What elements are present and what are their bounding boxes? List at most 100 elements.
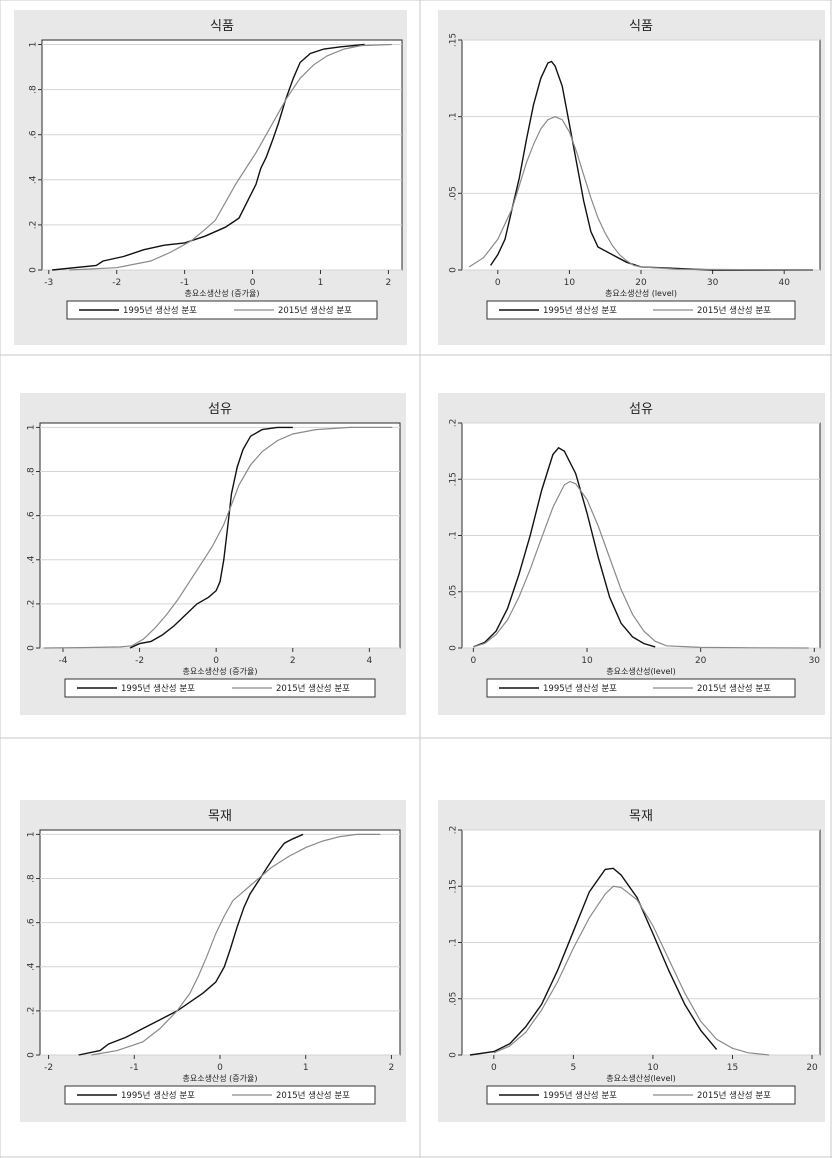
y-tick-label: .05 [449, 992, 459, 1006]
y-tick-label: .2 [27, 600, 37, 609]
x-tick-label: -1 [180, 278, 189, 288]
chart-title: 목재 [629, 809, 653, 824]
legend-label-2015: 2015년 생산성 분포 [697, 305, 771, 316]
y-tick-label: .8 [27, 874, 37, 883]
legend: 1995년 생산성 분포 2015년 생산성 분포 [486, 1085, 796, 1105]
x-tick-label: 2 [386, 278, 392, 288]
x-tick-label: -4 [58, 656, 67, 666]
x-tick-label: 2 [290, 656, 296, 666]
x-tick-label: -2 [44, 1063, 53, 1073]
legend-label-2015: 2015년 생산성 분포 [278, 305, 352, 316]
y-tick-label: 0 [449, 267, 459, 273]
chart-panel: 식품 0 .2 .4 .6 .8 1 -3 -2 -1 0 1 2 총요소생산성 (증가율) 1995년 생… [14, 10, 407, 345]
x-tick-label: 10 [581, 656, 593, 666]
x-tick-label: 10 [564, 278, 576, 288]
x-tick-label: 5 [571, 1063, 577, 1073]
y-tick-label: .05 [449, 186, 459, 200]
y-tick-label: .1 [449, 938, 459, 947]
x-axis-label: 총요소생산성 (증가율) [182, 1073, 257, 1083]
series-2015-line [493, 885, 770, 1056]
y-tick-label: .1 [449, 112, 459, 121]
x-tick-label: -2 [112, 278, 121, 288]
legend-label-1995: 1995년 생산성 분포 [543, 683, 617, 694]
x-tick-label: 4 [366, 656, 372, 666]
x-axis-label: 총요소생산성 (증가율) [182, 666, 257, 676]
legend: 1995년 생산성 분포 2015년 생산성 분포 [486, 678, 796, 698]
chart-title: 식품 [210, 19, 234, 34]
legend-label-1995: 1995년 생산성 분포 [121, 1090, 195, 1101]
x-axis-label: 총요소생산성(level) [606, 666, 675, 676]
series-1995-line [473, 446, 656, 648]
legend-label-1995: 1995년 생산성 분포 [543, 305, 617, 316]
plot-area [39, 422, 401, 649]
legend-box [66, 300, 378, 320]
x-tick-label: 30 [809, 656, 821, 666]
chart-title: 목재 [208, 809, 232, 824]
y-tick-label: 1 [29, 42, 39, 48]
y-tick-label: .6 [27, 918, 37, 927]
chart-panel: 섬유 0 .2 .4 .6 .8 1 -4 -2 0 2 4 총요소생산성 (증가율) 1995년 생산성… [20, 393, 406, 715]
x-tick-label: 30 [707, 278, 719, 288]
series-2015-line [91, 833, 381, 1056]
series-1995-line [129, 426, 293, 649]
y-tick-label: .2 [29, 221, 39, 230]
x-tick-label: 2 [389, 1063, 395, 1073]
x-tick-label: 0 [495, 278, 501, 288]
y-tick-label: .4 [27, 555, 37, 564]
chart-panel: 목재 0 .05 .1 .15 .2 0 5 10 15 20 총요소생산성(level) 1995년 … [438, 800, 825, 1122]
legend-box [64, 1085, 376, 1105]
legend-box [64, 678, 376, 698]
x-tick-label: 0 [250, 278, 256, 288]
chart-panel: 식품 0 .05 .1 .15 0 10 20 30 40 총요소생산성 (level) 1995년 … [438, 10, 825, 345]
legend-label-2015: 2015년 생산성 분포 [276, 683, 350, 694]
x-tick-label: 20 [635, 278, 647, 288]
x-tick-label: -2 [135, 656, 144, 666]
x-tick-label: 1 [303, 1063, 309, 1073]
legend: 1995년 생산성 분포 2015년 생산성 분포 [64, 678, 376, 698]
series-2015-line [473, 480, 809, 649]
legend-label-1995: 1995년 생산성 분포 [121, 683, 195, 694]
legend-box [486, 1085, 796, 1105]
y-tick-label: .2 [449, 826, 459, 835]
legend: 1995년 생산성 분포 2015년 생산성 분포 [64, 1085, 376, 1105]
x-tick-label: -1 [130, 1063, 139, 1073]
y-tick-label: 0 [27, 645, 37, 651]
series-1995-line [78, 833, 304, 1056]
chart-panel: 목재 0 .2 .4 .6 .8 1 -2 -1 0 1 2 총요소생산성 (증가율) 1995년 생산성… [20, 800, 406, 1122]
legend-label-2015: 2015년 생산성 분포 [697, 1090, 771, 1101]
y-tick-label: .6 [29, 130, 39, 139]
chart-title: 섬유 [208, 402, 232, 417]
y-tick-label: .4 [27, 962, 37, 971]
y-tick-label: .2 [449, 419, 459, 428]
y-tick-label: 1 [27, 832, 37, 838]
series-1995-line [52, 43, 365, 271]
y-tick-label: 0 [29, 267, 39, 273]
plot-area [41, 39, 403, 271]
y-tick-label: 0 [449, 1052, 459, 1058]
y-tick-label: .15 [449, 879, 459, 893]
x-tick-label: 20 [806, 1063, 818, 1073]
y-tick-label: .8 [27, 467, 37, 476]
legend-label-2015: 2015년 생산성 분포 [697, 683, 771, 694]
x-tick-label: 10 [647, 1063, 659, 1073]
chart-title: 식품 [629, 19, 653, 34]
series-2015-line [468, 116, 813, 271]
legend-label-1995: 1995년 생산성 분포 [543, 1090, 617, 1101]
x-tick-label: 0 [217, 1063, 223, 1073]
legend-label-2015: 2015년 생산성 분포 [276, 1090, 350, 1101]
y-tick-label: .6 [27, 511, 37, 520]
legend-box [486, 678, 796, 698]
x-tick-label: 0 [491, 1063, 497, 1073]
x-tick-label: 20 [695, 656, 707, 666]
x-tick-label: 0 [213, 656, 219, 666]
y-tick-label: .1 [449, 531, 459, 540]
chart-panel: 섬유 0 .05 .1 .15 .2 0 10 20 30 총요소생산성(level) 1995년 생… [438, 393, 825, 715]
series-2015-line [43, 426, 393, 649]
series-1995-line [469, 867, 718, 1056]
y-tick-label: .2 [27, 1007, 37, 1016]
x-tick-label: -3 [44, 278, 53, 288]
x-tick-label: 40 [778, 278, 790, 288]
x-tick-label: 0 [470, 656, 476, 666]
